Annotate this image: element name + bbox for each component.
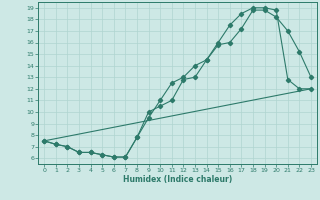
X-axis label: Humidex (Indice chaleur): Humidex (Indice chaleur) — [123, 175, 232, 184]
